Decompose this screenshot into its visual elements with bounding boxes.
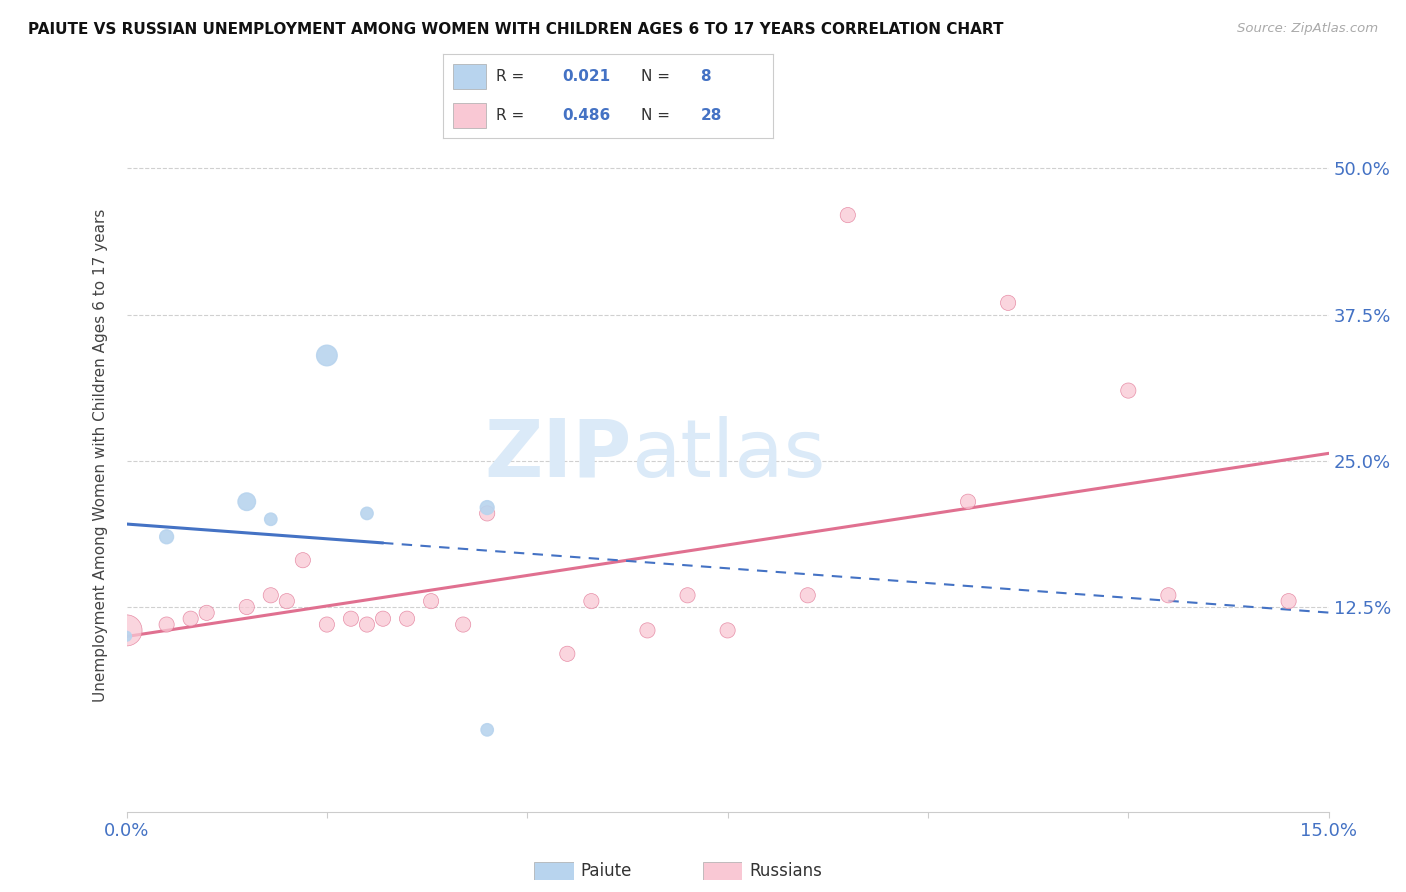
Point [956,494,979,508]
Point [235,599,259,614]
Point [396,612,419,626]
Point [260,588,283,602]
Point [636,624,658,638]
Text: Russians: Russians [749,862,823,880]
Point [235,494,259,508]
FancyBboxPatch shape [453,103,486,128]
Point [475,723,498,737]
Text: R =: R = [496,108,524,123]
Point [340,612,363,626]
Point [555,647,579,661]
Text: Source: ZipAtlas.com: Source: ZipAtlas.com [1237,22,1378,36]
Text: N =: N = [641,108,671,123]
Point [1277,594,1299,608]
Point [195,606,218,620]
Text: R =: R = [496,69,524,84]
Point [115,624,138,638]
Point [1157,588,1180,602]
FancyBboxPatch shape [453,63,486,89]
Point [997,296,1019,310]
Point [155,617,177,632]
Point [716,624,740,638]
Point [796,588,818,602]
Text: N =: N = [641,69,671,84]
Point [475,500,498,515]
Point [315,617,337,632]
Point [315,349,337,363]
Point [371,612,394,626]
Text: 0.021: 0.021 [562,69,610,84]
Point [356,617,378,632]
Point [155,530,177,544]
Text: Paiute: Paiute [581,862,633,880]
Text: 0.486: 0.486 [562,108,610,123]
Text: atlas: atlas [631,416,825,494]
Point [291,553,314,567]
Point [676,588,699,602]
Text: 28: 28 [700,108,723,123]
Point [837,208,859,222]
Point [475,507,498,521]
Point [451,617,474,632]
Text: PAIUTE VS RUSSIAN UNEMPLOYMENT AMONG WOMEN WITH CHILDREN AGES 6 TO 17 YEARS CORR: PAIUTE VS RUSSIAN UNEMPLOYMENT AMONG WOM… [28,22,1004,37]
Point [1118,384,1140,398]
Point [581,594,603,608]
Point [420,594,443,608]
Point [115,629,138,643]
Text: ZIP: ZIP [484,416,631,494]
Point [276,594,298,608]
Point [260,512,283,526]
Text: 8: 8 [700,69,711,84]
Point [180,612,202,626]
Point [356,507,378,521]
Y-axis label: Unemployment Among Women with Children Ages 6 to 17 years: Unemployment Among Women with Children A… [93,208,108,702]
